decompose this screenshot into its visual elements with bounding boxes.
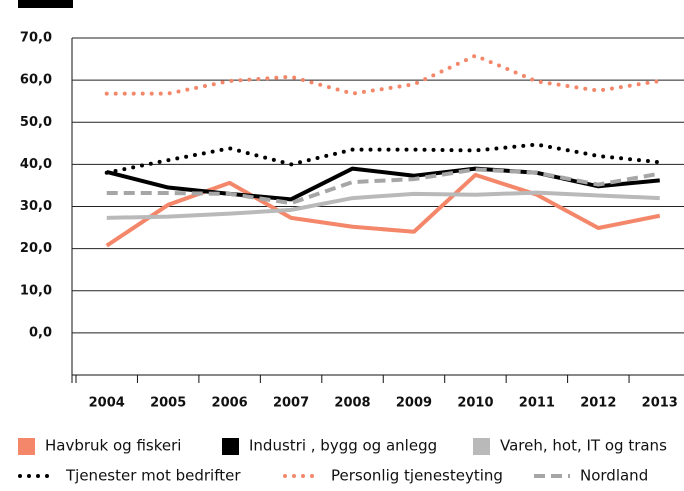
x-tick-label: 2010 [457,396,493,411]
legend-swatch [18,438,35,455]
series-line [106,190,660,220]
legend-swatch [473,438,490,455]
series-line [105,172,661,248]
y-tick-label: 50,0 [20,115,52,130]
legend-label: Nordland [580,467,648,485]
x-tick-label: 2013 [642,396,678,411]
x-tick-label: 2008 [334,396,370,411]
x-tick-label: 2005 [150,396,186,411]
header-bar [18,0,73,8]
legend-label: Havbruk og fiskeri [45,437,181,455]
x-tick-label: 2006 [212,396,248,411]
y-tick-label: 70,0 [20,31,52,46]
series-line [106,167,661,206]
y-tick-label: 0,0 [29,325,52,340]
legend-label: Tjenester mot bedrifter [65,467,241,485]
legend-swatch [222,438,239,455]
y-tick-label: 10,0 [20,283,52,298]
x-tick-label: 2004 [89,396,125,411]
y-tick-label: 40,0 [20,157,52,172]
legend-label: Personlig tjenesteyting [331,467,503,485]
y-tick-label: 30,0 [20,199,52,214]
legend-label: Industri , bygg og anlegg [249,437,437,455]
x-tick-label: 2007 [273,396,309,411]
x-tick-label: 2012 [580,396,616,411]
y-tick-label: 60,0 [20,73,52,88]
legend-label: Vareh, hot, IT og trans [500,437,667,455]
series-line [104,142,662,175]
series-line [104,53,662,96]
x-tick-label: 2011 [519,396,555,411]
x-tick-label: 2009 [396,396,432,411]
y-tick-label: 20,0 [20,241,52,256]
